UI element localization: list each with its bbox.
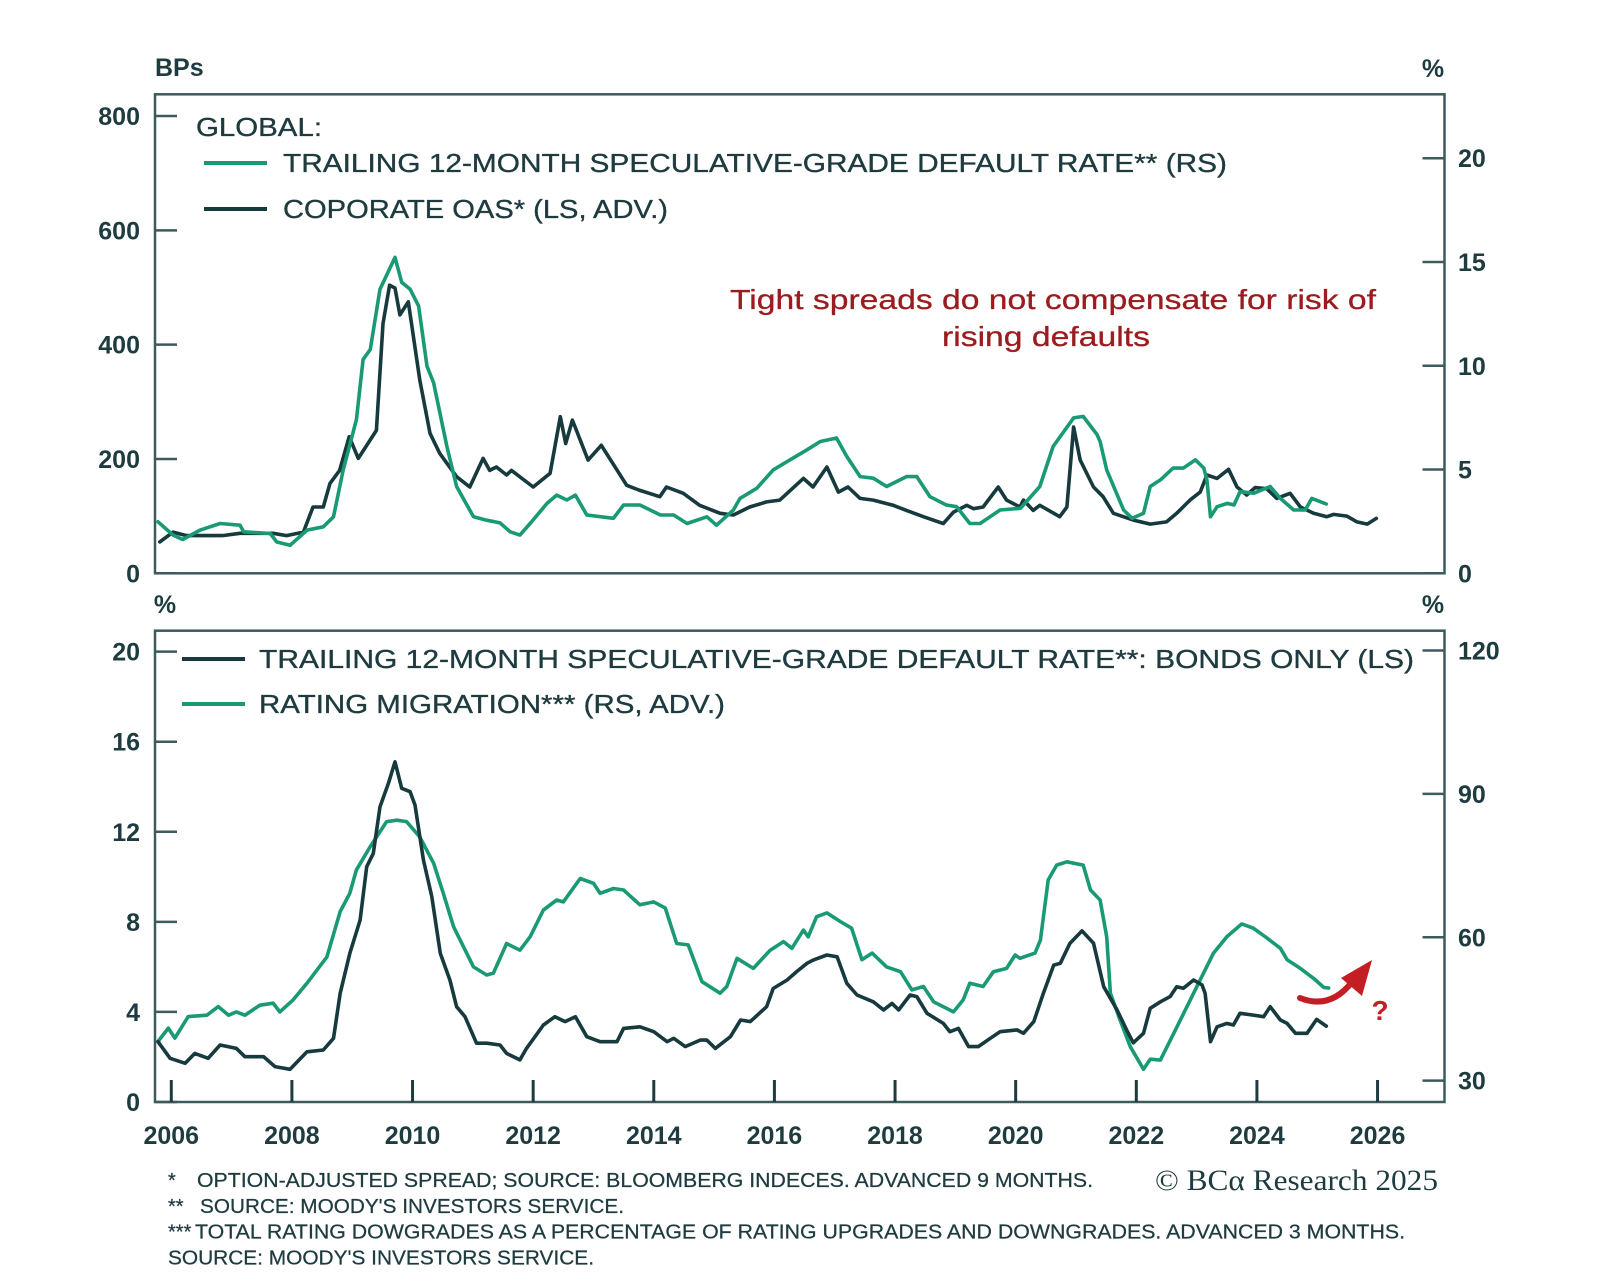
- top-right-axis-unit: %: [1422, 55, 1444, 83]
- right-axis-tick-label: 5: [1458, 457, 1472, 485]
- bottom-chart: % % TRAILING 12-MONTH SPECULATIVE-GRADE …: [112, 591, 1500, 1150]
- left-axis-tick-label: 12: [112, 819, 140, 847]
- series-line-corporate-oas: [158, 283, 1379, 544]
- top-plot-area: 0 200 400 600 800 0 5 10 15 20: [98, 103, 1486, 588]
- right-axis-tick-label: 120: [1458, 637, 1500, 665]
- left-axis-tick-label: 20: [112, 639, 140, 667]
- x-axis-tick-label: 2006: [143, 1122, 199, 1150]
- left-axis-tick-label: 200: [98, 446, 140, 474]
- top-plot-frame: [153, 93, 1446, 575]
- left-axis-tick-label: 800: [98, 103, 140, 131]
- x-axis-tick-label: 2016: [747, 1122, 803, 1150]
- annotation-line-2: rising defaults: [942, 321, 1150, 352]
- red-arrow-head-icon: [1341, 960, 1372, 996]
- footnote-3: TOTAL RATING DOWGRADES AS A PERCENTAGE O…: [195, 1222, 1405, 1244]
- right-axis-tick-label: 15: [1458, 249, 1486, 277]
- left-axis-tick-label: 400: [98, 332, 140, 360]
- left-axis-tick-label: 16: [112, 729, 140, 757]
- right-axis-tick-label: 30: [1458, 1068, 1486, 1096]
- footnote-mark-2: **: [168, 1196, 184, 1218]
- left-axis-tick-label: 0: [126, 1089, 140, 1117]
- right-axis-tick-label: 0: [1458, 560, 1472, 588]
- top-annotation: Tight spreads do not compensate for risk…: [730, 284, 1377, 352]
- annotation-line-1: Tight spreads do not compensate for risk…: [730, 284, 1376, 315]
- top-legend: GLOBAL: TRAILING 12-MONTH SPECULATIVE-GR…: [196, 112, 1227, 224]
- top-left-axis-unit: BPs: [155, 54, 204, 82]
- x-axis-tick-label: 2024: [1229, 1122, 1285, 1150]
- right-axis-tick-label: 10: [1458, 353, 1486, 381]
- right-axis-tick-label: 60: [1458, 924, 1486, 952]
- bottom-plot-frame: [153, 629, 1446, 1104]
- legend-label-bond-default-rate: TRAILING 12-MONTH SPECULATIVE-GRADE DEFA…: [259, 644, 1414, 674]
- legend-label-default-rate: TRAILING 12-MONTH SPECULATIVE-GRADE DEFA…: [283, 148, 1227, 178]
- series-line-bond-default-rate: [156, 760, 1329, 1072]
- top-legend-title: GLOBAL:: [196, 112, 322, 142]
- left-axis-tick-label: 600: [98, 217, 140, 245]
- top-chart: BPs % GLOBAL: TRAILING 12-MONTH SPECULAT…: [98, 54, 1486, 588]
- left-axis-tick-label: 0: [126, 560, 140, 588]
- brand-copyright: © BCα Research 2025: [1155, 1164, 1438, 1197]
- red-arrow-icon: [1297, 979, 1355, 1005]
- legend-label-rating-migration: RATING MIGRATION*** (RS, ADV.): [259, 689, 725, 719]
- footnote-1: OPTION-ADJUSTED SPREAD; SOURCE: BLOOMBER…: [197, 1170, 1093, 1192]
- bottom-right-axis-unit: %: [1422, 591, 1444, 619]
- x-axis-tick-label: 2026: [1350, 1122, 1406, 1150]
- footnotes: * OPTION-ADJUSTED SPREAD; SOURCE: BLOOMB…: [168, 1164, 1438, 1270]
- x-axis-tick-label: 2020: [988, 1122, 1044, 1150]
- bottom-left-axis-unit: %: [154, 591, 176, 619]
- rising-arrow-annotation: ?: [1297, 960, 1389, 1026]
- series-line-rating-migration: [156, 818, 1331, 1071]
- x-axis-tick-label: 2010: [385, 1122, 441, 1150]
- footnote-2: SOURCE: MOODY'S INVESTORS SERVICE.: [200, 1196, 624, 1218]
- right-axis-tick-label: 90: [1458, 781, 1486, 809]
- left-axis-tick-label: 8: [126, 909, 140, 937]
- series-line-spec-grade-default-rate: [156, 255, 1329, 548]
- footnote-4: SOURCE: MOODY'S INVESTORS SERVICE.: [168, 1248, 594, 1270]
- x-axis-tick-label: 2018: [867, 1122, 923, 1150]
- x-axis-tick-label: 2012: [505, 1122, 561, 1150]
- legend-label-corporate-oas: COPORATE OAS* (LS, ADV.): [283, 194, 668, 224]
- x-axis-tick-label: 2022: [1108, 1122, 1164, 1150]
- x-axis-tick-label: 2008: [264, 1122, 320, 1150]
- question-mark: ?: [1371, 995, 1388, 1026]
- right-axis-tick-label: 20: [1458, 145, 1486, 173]
- footnote-mark-3: ***: [168, 1222, 192, 1244]
- bottom-legend: TRAILING 12-MONTH SPECULATIVE-GRADE DEFA…: [182, 644, 1414, 719]
- left-axis-tick-label: 4: [126, 999, 140, 1027]
- x-axis-tick-label: 2014: [626, 1122, 682, 1150]
- footnote-mark-1: *: [168, 1170, 176, 1192]
- bottom-plot-area: 0 4 8 12 16 20 30 60 90 120 2006 2008 2010 2012 2014 20…: [112, 637, 1500, 1150]
